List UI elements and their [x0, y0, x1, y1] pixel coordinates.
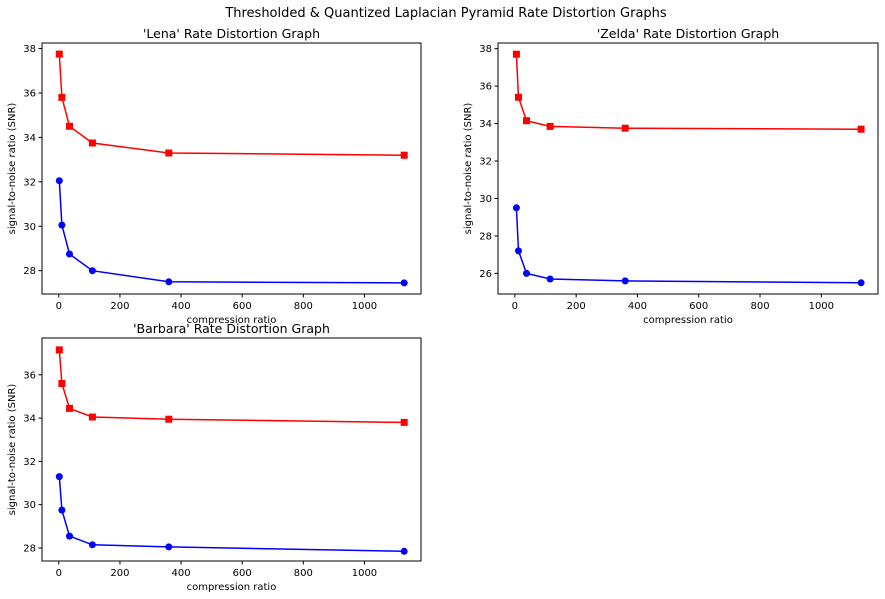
x-tick-label: 800	[294, 568, 313, 579]
plot-frame	[497, 42, 879, 295]
data-point-square	[621, 124, 629, 132]
y-tick-label: 36	[23, 88, 36, 99]
data-point-square	[165, 415, 173, 423]
data-point-square	[515, 93, 522, 101]
chart-title: 'Zelda' Rate Distortion Graph	[597, 26, 779, 41]
data-point-square	[55, 346, 63, 354]
x-tick-label: 600	[689, 301, 708, 312]
y-tick-label: 28	[23, 266, 36, 277]
data-point-circle	[66, 532, 73, 540]
data-point-square	[58, 380, 66, 387]
data-point-circle	[88, 267, 96, 275]
y-tick-label: 36	[479, 82, 492, 93]
y-tick-label: 34	[23, 414, 36, 425]
y-tick-label: 38	[479, 44, 492, 55]
data-point-circle	[512, 204, 520, 212]
series-line-circle	[515, 207, 862, 284]
series-line-square	[58, 349, 405, 424]
y-tick-label: 32	[23, 177, 36, 188]
x-tick-label: 1000	[352, 301, 377, 312]
data-point-circle	[523, 269, 530, 277]
data-point-square	[165, 149, 173, 157]
figure-suptitle: Thresholded & Quantized Laplacian Pyrami…	[224, 6, 667, 21]
y-tick-label: 30	[479, 194, 492, 205]
data-point-circle	[400, 279, 408, 287]
data-point-circle	[66, 250, 73, 258]
data-point-square	[400, 151, 408, 159]
data-point-square	[400, 418, 408, 426]
y-tick-label: 32	[479, 157, 492, 168]
data-point-circle	[857, 279, 865, 287]
x-axis-label: compression ratio	[187, 315, 277, 326]
data-point-square	[66, 404, 73, 412]
y-axis-label: signal-to-noise ratio (SNR)	[7, 384, 18, 516]
series-line-circle	[58, 476, 405, 553]
x-tick-label: 1000	[809, 301, 834, 312]
plot-frame	[41, 42, 422, 295]
y-tick-label: 32	[23, 457, 36, 468]
data-point-square	[55, 50, 63, 58]
x-tick-label: 1000	[352, 568, 377, 579]
series-line-circle	[58, 180, 405, 284]
data-point-square	[512, 50, 520, 58]
y-tick-label: 38	[23, 44, 36, 55]
data-point-square	[523, 117, 530, 125]
data-point-circle	[546, 275, 554, 283]
data-point-circle	[515, 247, 522, 255]
data-point-circle	[58, 506, 66, 514]
plot-frame	[41, 337, 422, 562]
y-tick-label: 30	[23, 222, 36, 233]
x-tick-label: 400	[628, 301, 647, 312]
data-point-circle	[88, 541, 96, 549]
x-tick-label: 0	[512, 301, 518, 312]
y-tick-label: 28	[479, 231, 492, 242]
x-tick-label: 800	[294, 301, 313, 312]
data-point-circle	[55, 473, 63, 481]
data-point-circle	[55, 177, 63, 185]
x-tick-label: 0	[56, 301, 62, 312]
data-point-square	[58, 93, 66, 101]
y-axis-label: signal-to-noise ratio (SNR)	[463, 103, 474, 235]
x-tick-label: 0	[56, 568, 62, 579]
data-point-circle	[400, 547, 408, 555]
data-point-square	[88, 413, 96, 421]
y-tick-label: 28	[23, 544, 36, 555]
x-tick-label: 800	[750, 301, 769, 312]
series-line-square	[515, 54, 862, 130]
x-tick-label: 600	[233, 568, 252, 579]
y-tick-label: 30	[23, 500, 36, 511]
y-axis-label: signal-to-noise ratio (SNR)	[7, 103, 18, 235]
data-point-circle	[621, 277, 629, 285]
chart-barbara: 0 200 400 600 800 1000 28 30 32 34 36 'Barbara' Rat…	[7, 321, 422, 593]
y-tick-label: 36	[23, 370, 36, 381]
data-point-circle	[165, 543, 173, 551]
x-tick-label: 200	[110, 301, 129, 312]
x-tick-label: 600	[233, 301, 252, 312]
chart-lena: 0 200 400 600 800 1000 28 30 32 34 36 38 'Lena' Rate…	[7, 26, 422, 326]
data-point-square	[857, 125, 865, 133]
x-tick-label: 400	[172, 568, 191, 579]
data-point-square	[88, 139, 96, 147]
y-tick-label: 34	[23, 133, 36, 144]
x-tick-label: 200	[110, 568, 129, 579]
chart-zelda: 0 200 400 600 800 1000 26 28 30 32 34 36 38 'Zelda' R…	[463, 26, 879, 326]
y-tick-label: 34	[479, 119, 492, 130]
data-point-square	[546, 122, 554, 130]
chart-title: 'Barbara' Rate Distortion Graph	[133, 321, 330, 336]
chart-title: 'Lena' Rate Distortion Graph	[143, 26, 320, 41]
data-point-circle	[58, 221, 66, 229]
x-axis-label: compression ratio	[643, 315, 733, 326]
x-axis-label: compression ratio	[187, 582, 277, 593]
x-tick-label: 200	[567, 301, 586, 312]
data-point-square	[66, 122, 73, 130]
y-tick-label: 26	[479, 269, 492, 280]
x-tick-label: 400	[172, 301, 191, 312]
data-point-circle	[165, 278, 173, 286]
series-line-square	[58, 54, 405, 156]
